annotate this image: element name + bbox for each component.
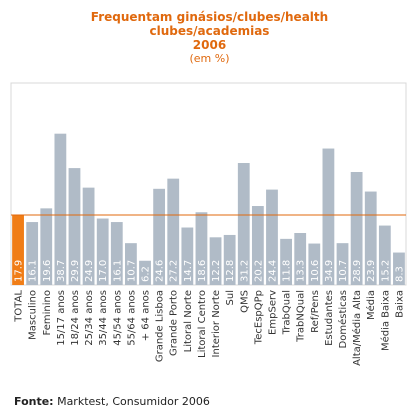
bar-0 — [12, 215, 24, 285]
value-label-11: 27.2 — [169, 260, 180, 282]
bar-21 — [308, 243, 321, 285]
bar-16 — [237, 163, 250, 285]
bar-2 — [40, 208, 53, 285]
category-label-1: Masculino — [28, 290, 39, 340]
category-label-5: 25/34 anos — [84, 290, 95, 346]
category-label-9: + 64 anos — [141, 290, 152, 341]
value-label-20: 13.3 — [296, 260, 307, 282]
value-label-1: 16.1 — [28, 260, 39, 282]
value-label-13: 18.6 — [197, 260, 208, 282]
bar-18 — [266, 189, 278, 285]
value-label-17: 20.2 — [253, 260, 264, 282]
value-label-21: 10.6 — [310, 260, 321, 282]
category-label-20: TrabNQual — [296, 290, 307, 343]
value-label-14: 12.2 — [211, 260, 222, 282]
value-label-12: 14.7 — [183, 260, 194, 282]
plot-frame — [10, 82, 407, 286]
bar-3 — [54, 133, 67, 285]
bar-23 — [336, 243, 349, 285]
category-label-13: Litoral Centro — [197, 290, 208, 358]
bar-26 — [378, 225, 391, 285]
value-label-19: 11.8 — [282, 260, 293, 282]
value-label-18: 24.4 — [267, 260, 278, 282]
bar-14 — [209, 237, 222, 285]
value-label-8: 10.7 — [126, 260, 137, 282]
category-label-3: 15/17 anos — [56, 290, 67, 346]
category-label-27: Baixa — [394, 290, 405, 318]
bar-10 — [153, 188, 166, 285]
category-label-18: EmpServ — [267, 290, 278, 335]
bar-17 — [251, 206, 264, 285]
bar-24 — [350, 172, 363, 285]
value-label-2: 19.6 — [42, 260, 53, 282]
value-label-27: 8.3 — [394, 266, 405, 282]
source-note: Fonte: Marktest, Consumidor 2006 — [14, 395, 210, 408]
category-label-4: 18/24 anos — [70, 290, 81, 346]
value-label-24: 28.9 — [352, 260, 363, 282]
bar-12 — [181, 227, 194, 285]
category-label-22: Estudantes — [324, 290, 335, 346]
category-label-6: 35/44 anos — [98, 290, 109, 346]
bar-8 — [125, 243, 137, 285]
bar-9 — [139, 260, 151, 285]
category-label-0: TOTAL — [14, 290, 25, 323]
title-line-3: 2006 — [192, 38, 227, 52]
title-line-2: clubes/academias — [149, 24, 270, 38]
value-label-3: 38.7 — [56, 260, 67, 282]
category-label-25: Média — [365, 290, 377, 320]
value-label-5: 24.9 — [84, 260, 95, 282]
value-label-26: 15.2 — [380, 260, 391, 282]
bar-19 — [280, 238, 292, 285]
bar-5 — [82, 187, 95, 285]
category-label-26: Média Baixa — [379, 290, 391, 351]
title-line-1: Frequentam ginásios/clubes/health — [90, 10, 329, 24]
source-text: Marktest, Consumidor 2006 — [53, 395, 210, 408]
value-label-6: 17.0 — [98, 260, 109, 282]
value-label-7: 16.1 — [112, 260, 123, 282]
bar-27 — [393, 252, 405, 285]
value-label-0: 17.9 — [14, 260, 25, 282]
bar-22 — [322, 148, 335, 285]
chart-subtitle: (em %) — [189, 52, 230, 65]
category-label-7: 45/54 anos — [112, 290, 123, 346]
bar-15 — [223, 234, 236, 285]
source-label: Fonte: — [14, 395, 54, 408]
value-label-25: 23.9 — [366, 260, 377, 282]
category-label-17: TecEspQPp — [253, 290, 264, 345]
bar-6 — [96, 218, 109, 285]
category-label-10: Grande Lisboa — [155, 290, 166, 362]
bar-25 — [364, 191, 377, 285]
category-label-24: Alta/Média Alta — [351, 290, 363, 366]
value-label-23: 10.7 — [338, 260, 349, 282]
category-label-15: Sul — [225, 290, 236, 305]
value-label-15: 12.8 — [225, 260, 236, 282]
category-label-12: Litoral Norte — [183, 290, 194, 352]
bar-7 — [110, 222, 123, 285]
chart-title: Frequentam ginásios/clubes/health clubes… — [0, 10, 419, 66]
category-label-19: TrabQual — [282, 290, 293, 335]
value-label-10: 24.6 — [155, 260, 166, 282]
value-label-4: 29.9 — [70, 260, 81, 282]
bar-4 — [68, 168, 81, 285]
bar-11 — [167, 178, 180, 285]
value-label-22: 34.9 — [324, 260, 335, 282]
category-label-8: 55/64 anos — [126, 290, 137, 346]
category-label-14: Interior Norte — [211, 290, 222, 357]
bar-1 — [26, 222, 39, 285]
bar-13 — [195, 212, 208, 285]
bar-20 — [294, 233, 307, 285]
category-label-23: Domésticas — [337, 290, 349, 348]
value-label-16: 31.2 — [239, 260, 250, 282]
category-label-2: Feminino — [42, 290, 53, 335]
value-label-9: 6.2 — [141, 266, 152, 282]
category-label-11: Grande Porto — [169, 290, 180, 356]
category-label-21: Ref/Pens — [310, 290, 321, 333]
category-label-16: QMS — [239, 290, 250, 313]
